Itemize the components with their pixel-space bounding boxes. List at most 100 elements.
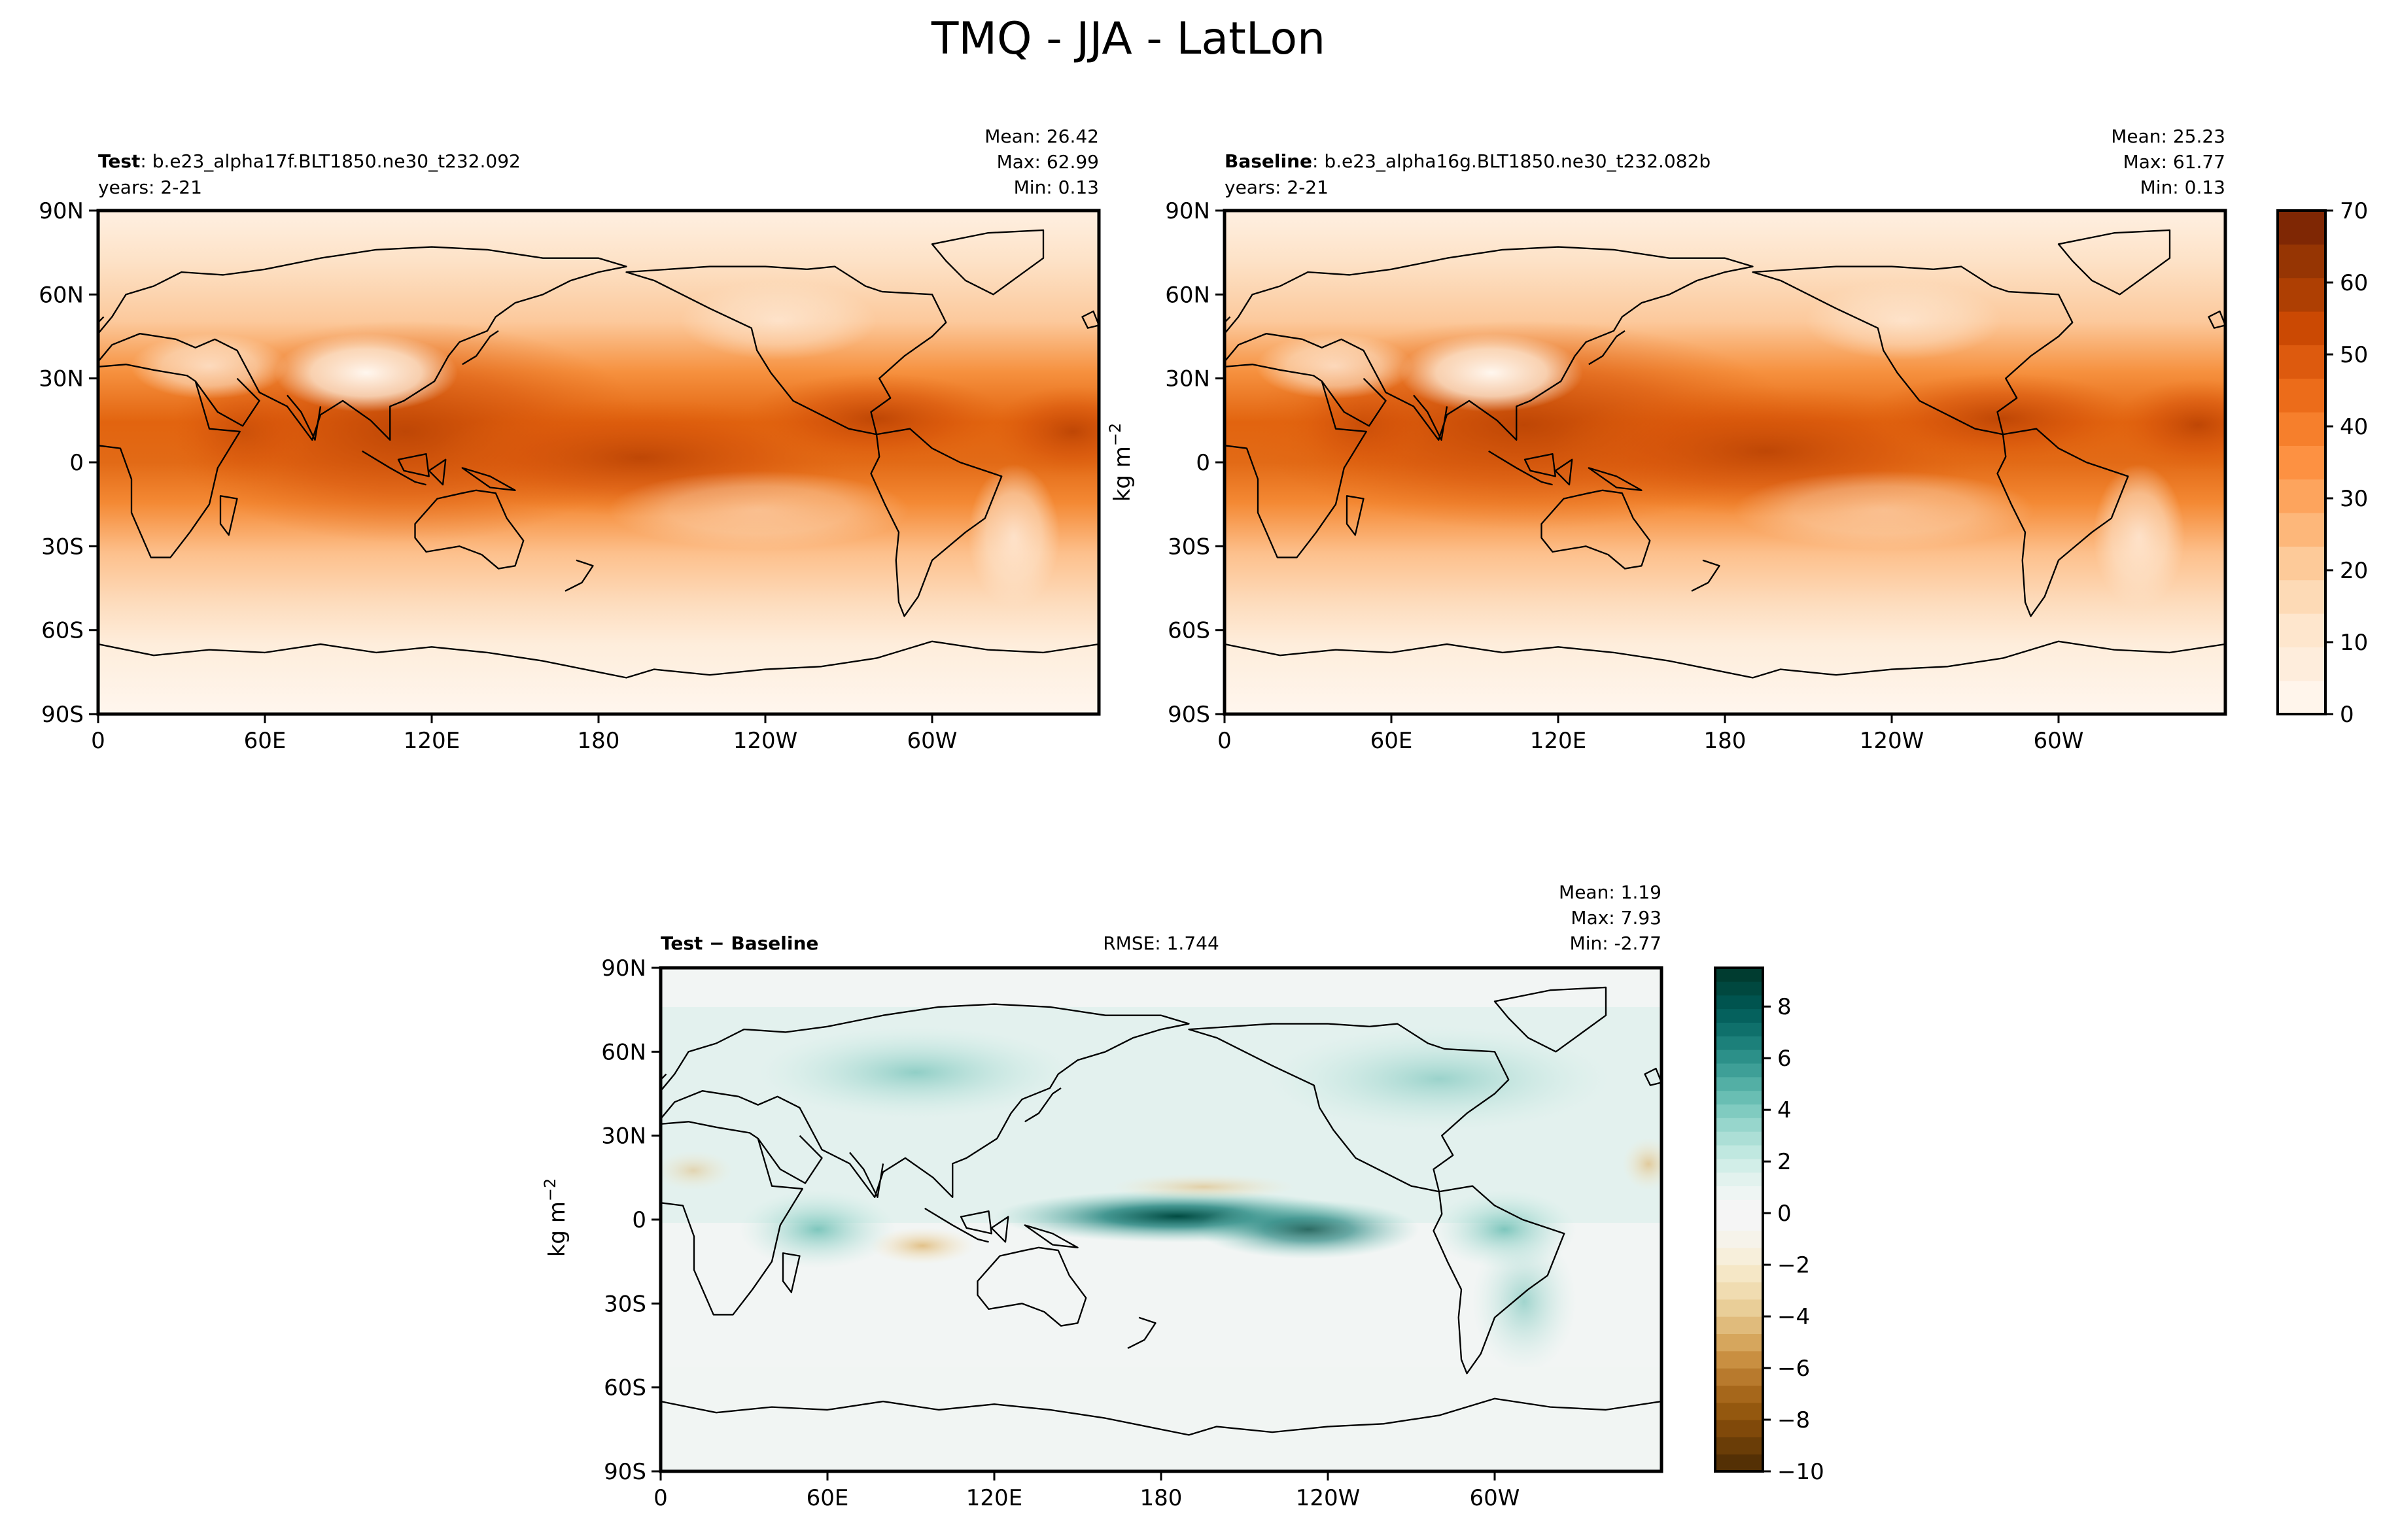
test-case-label: Test: b.e23_alpha17f.BLT1850.ne30_t232.0… [98,150,521,172]
colorbar-level [1715,1063,1763,1078]
lon-tick-label: 60W [907,728,958,754]
lon-tick-label: 120W [733,728,798,754]
lat-tick-label: 30S [1168,534,1210,560]
test-min: Min: 0.13 [1014,177,1099,198]
colorbar-level [1715,1008,1763,1023]
lon-tick-label: 60E [244,728,287,754]
lat-tick-label: 90S [41,702,84,728]
colorbar-level [1715,1385,1763,1403]
lon-tick-label: 0 [653,1485,668,1511]
colorbar-level [2278,345,2325,379]
lat-tick-label: 0 [632,1207,646,1233]
baseline-years: years: 2-21 [1225,177,1329,198]
colorbar-level [2278,378,2325,413]
colorbar-tick-label: 4 [1777,1097,1792,1123]
colorbar-tick-label: −4 [1777,1304,1810,1330]
lon-tick-label: 120E [404,728,460,754]
lat-tick-label: 90N [601,955,646,982]
lat-tick-label: 60S [41,618,84,644]
colorbar-level [1715,1199,1763,1214]
colorbar-tick-label: 10 [2340,630,2368,656]
lon-tick-label: 180 [1140,1485,1183,1511]
colorbar-tick-label: 6 [1777,1046,1792,1072]
lon-tick-label: 60W [2034,728,2084,754]
lat-tick-label: 30N [39,366,84,392]
colorbar-tick-label: 2 [1777,1149,1792,1175]
colorbar-tick-label: 0 [2340,702,2354,728]
colorbar-level [2278,311,2325,345]
lon-tick-label: 120W [1860,728,1924,754]
lat-tick-label: 90S [1168,702,1210,728]
panel-difference: 90N 60N 30N 0 30S 60S 90S 0 60E 120E 180 120W 60W T… [601,881,1663,1511]
colorbar-level [2278,513,2325,547]
colorbar-tick-label: −8 [1777,1407,1810,1433]
colorbar-level [2278,445,2325,480]
difference-max: Max: 7.93 [1571,907,1661,929]
colorbar-level [1715,1437,1763,1455]
colorbar-level [2278,244,2325,279]
colorbar-level [1715,1118,1763,1132]
colorbar-oranges: 0 10 20 30 40 50 60 70 [2276,198,2368,728]
lat-tick-label: 60N [1165,282,1210,308]
panel-test: 90N 60N 30N 0 30S 60S 90S 0 60E 120E 180 120W 60W T… [39,126,1101,754]
colorbar-level [1715,1230,1763,1248]
colorbar-tick-label: −10 [1777,1459,1824,1485]
lat-tick-label: 30S [604,1291,646,1317]
colorbar-tick-label: 0 [1777,1201,1792,1227]
colorbar-level [2278,647,2325,681]
colorbar-tick-label: −6 [1777,1356,1810,1382]
lon-tick-label: 180 [1704,728,1747,754]
lon-tick-label: 60W [1470,1485,1520,1511]
test-years: years: 2-21 [98,177,202,198]
colorbar-level [2278,412,2325,446]
colorbar-level [1715,1186,1763,1200]
colorbar-level [1715,1282,1763,1300]
colorbar-level [1715,1402,1763,1420]
lat-tick-label: 60S [604,1375,646,1401]
test-mean: Mean: 26.42 [984,126,1099,147]
colorbar-level [1715,1158,1763,1173]
difference-label: Test − Baseline [661,933,818,954]
lat-tick-label: 60S [1168,618,1210,644]
colorbar-level [2278,479,2325,513]
colorbar-level [1715,1076,1763,1091]
baseline-case-label: Baseline: b.e23_alpha16g.BLT1850.ne30_t2… [1225,150,1711,172]
difference-field [661,968,1661,1471]
baseline-max: Max: 61.77 [2123,151,2225,173]
baseline-field [1225,211,2225,714]
colorbar-level [2278,211,2325,245]
lon-tick-label: 180 [578,728,620,754]
colorbar-tick-label: 70 [2340,198,2368,224]
panel-baseline: 90N 60N 30N 0 30S 60S 90S 0 60E 120E 180 120W 60W B… [1165,126,2227,754]
lat-tick-label: 30N [1165,366,1210,392]
lat-tick-label: 0 [1196,450,1210,476]
colorbar-brbg: 8 6 4 2 0 −2 −4 −6 −8 −10 [1714,967,1824,1485]
lon-tick-label: 0 [1217,728,1232,754]
colorbar-level [1715,1265,1763,1283]
figure-title: TMQ - JJA - LatLon [931,13,1325,65]
colorbar-level [1715,981,1763,996]
colorbar-tick-label: 40 [2340,414,2368,440]
colorbar-level [1715,1131,1763,1146]
lon-tick-label: 120W [1296,1485,1361,1511]
colorbar-tick-label: −2 [1777,1252,1810,1278]
baseline-lon-axis: 0 60E 120E 180 120W 60W [1217,714,2083,754]
colorbar-tick-label: 8 [1777,994,1792,1020]
colorbar-tick-label: 60 [2340,270,2368,296]
colorbar-oranges-levels [2278,211,2325,715]
colorbar-level [1715,1247,1763,1265]
colorbar-level [1715,1333,1763,1352]
difference-mean: Mean: 1.19 [1559,881,1661,903]
baseline-lat-axis: 90N 60N 30N 0 30S 60S 90S [1165,198,1225,728]
colorbar-level [1715,1213,1763,1231]
colorbar-level [1715,1036,1763,1050]
difference-lon-axis: 0 60E 120E 180 120W 60W [653,1471,1520,1511]
lon-tick-label: 0 [91,728,105,754]
colorbar-level [1715,1299,1763,1317]
lat-tick-label: 90N [39,198,84,224]
lat-tick-label: 90N [1165,198,1210,224]
baseline-mean: Mean: 25.23 [2111,126,2225,147]
colorbar-level [1715,1316,1763,1335]
colorbar-tick-label: 50 [2340,342,2368,368]
